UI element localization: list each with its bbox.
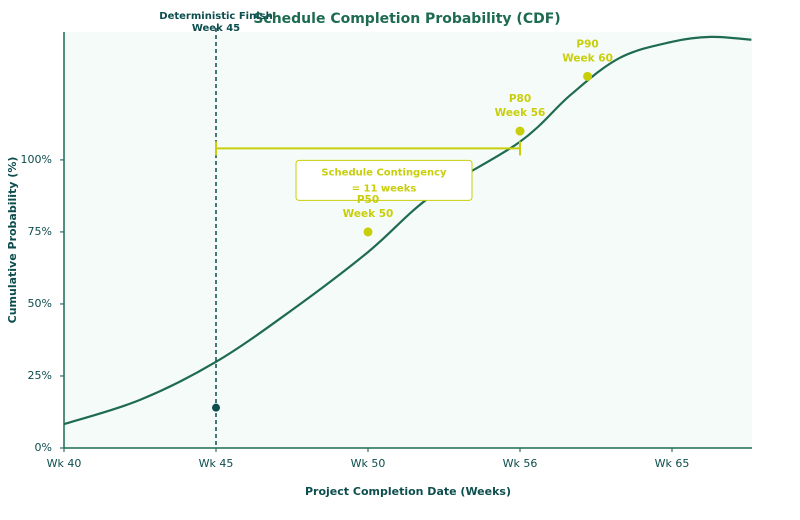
deterministic-label: Week 45 (192, 23, 240, 34)
x-axis-label: Project Completion Date (Weeks) (305, 485, 511, 498)
percentile-label: Week 50 (343, 208, 394, 220)
deterministic-point (212, 403, 220, 412)
x-tick-label: Wk 40 (47, 457, 82, 470)
contingency-text: = 11 weeks (352, 183, 417, 194)
y-tick-label: 0% (35, 441, 52, 454)
x-tick-label: Wk 50 (351, 457, 386, 470)
y-tick-label: 25% (28, 369, 52, 382)
percentile-point (363, 227, 373, 237)
contingency-text: Schedule Contingency (321, 167, 447, 178)
deterministic-name: Deterministic Finish (159, 11, 272, 22)
y-tick-label: 50% (28, 297, 52, 310)
y-tick-label: 100% (21, 153, 52, 166)
percentile-name: P80 (509, 93, 531, 105)
percentile-name: P50 (357, 194, 379, 206)
y-axis-label: Cumulative Probability (%) (6, 157, 19, 324)
contingency-box (295, 159, 473, 201)
x-tick-label: Wk 45 (199, 457, 234, 470)
plot-area (64, 32, 752, 448)
percentile-point (583, 71, 593, 81)
percentile-label: Week 56 (495, 107, 546, 119)
percentile-name: P90 (576, 38, 598, 50)
y-tick-label: 75% (28, 225, 52, 238)
x-tick-label: Wk 56 (503, 457, 538, 470)
x-tick-label: Wk 65 (655, 457, 690, 470)
percentile-point (515, 126, 525, 136)
percentile-label: Week 60 (562, 52, 613, 64)
chart-title: Schedule Completion Probability (CDF) (253, 11, 560, 27)
